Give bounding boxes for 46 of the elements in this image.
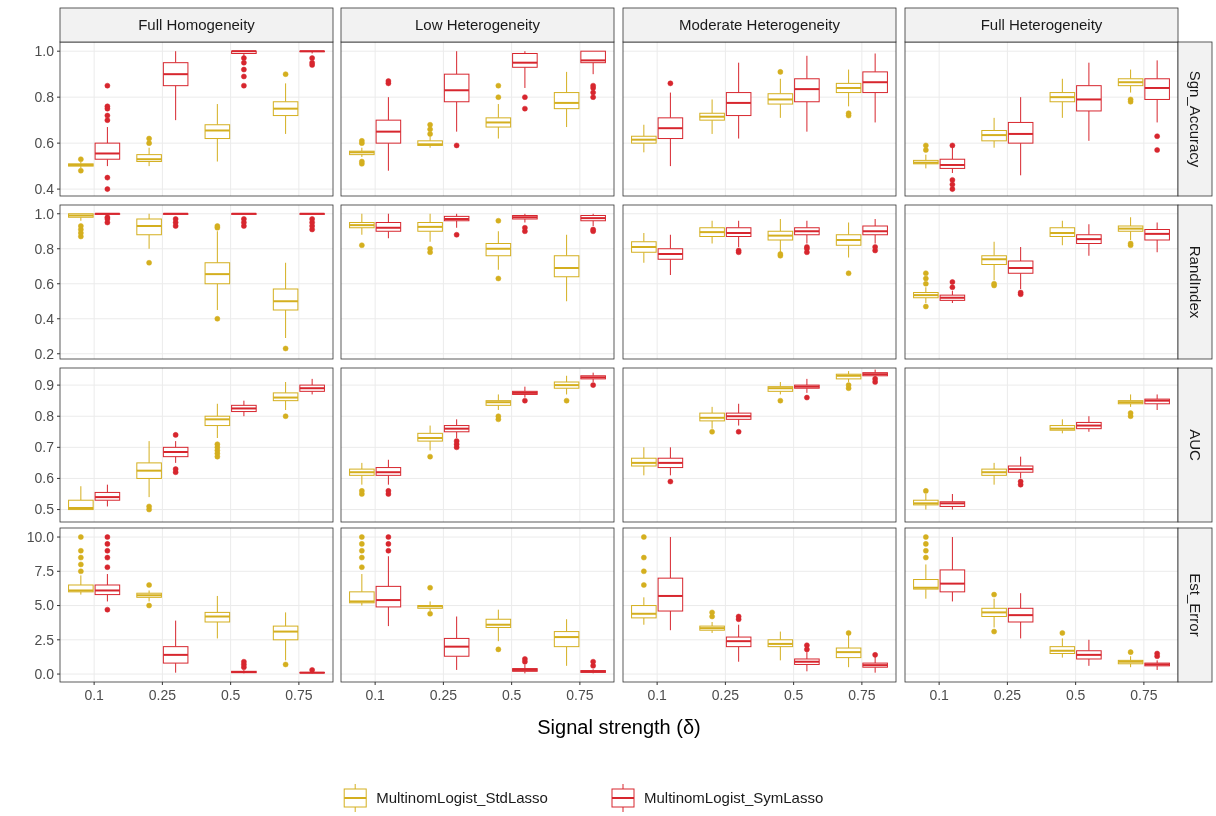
y-tick-label: 1.0 [34,205,55,222]
y-tick-label: 2.5 [34,631,55,648]
y-tick-label: 0.6 [34,470,55,487]
chart-title: Low Heterogeneity [414,16,541,34]
x-tick-label: 0.1 [84,687,105,703]
x-axis-title: Signal strength (δ) [537,716,701,738]
chart-title: Full Heterogeneity [980,16,1103,34]
x-tick-label: 0.25 [429,687,458,703]
x-tick-label: 0.25 [993,687,1022,703]
x-tick-label: 0.75 [285,687,313,703]
y-tick-label: 1.0 [34,43,55,60]
y-tick-label: 0.4 [34,310,55,327]
y-tick-label: 5.0 [34,597,55,614]
y-tick-label: 0.5 [34,501,55,518]
y-tick-label: 0.8 [34,408,55,425]
x-tick-label: 0.75 [566,687,594,703]
chart-title: Full Homogeneity [138,16,256,34]
x-tick-label: 0.25 [148,687,177,703]
x-tick-label: 0.5 [783,687,804,703]
x-tick-label: 0.5 [501,687,522,703]
y-axis-title: Est_Error [1186,573,1204,637]
x-tick-label: 0.5 [220,687,241,703]
x-tick-label: 0.75 [1130,687,1158,703]
y-tick-label: 7.5 [34,563,55,580]
y-tick-label: 0.8 [34,89,55,106]
y-axis-title: Sgn_Accuracy [1186,70,1204,168]
x-tick-label: 0.1 [647,687,668,703]
y-tick-label: 0.6 [34,275,55,292]
x-tick-label: 0.75 [848,687,876,703]
y-tick-label: 0.2 [34,345,55,362]
y-tick-label: 0.8 [34,240,55,257]
x-tick-label: 0.1 [929,687,950,703]
y-tick-label: 10.0 [26,528,55,545]
x-tick-label: 0.25 [711,687,740,703]
y-tick-label: 0.7 [34,439,55,456]
y-tick-label: 0.6 [34,135,55,152]
y-axis-title: AUC [1186,429,1204,461]
y-tick-label: 0.9 [34,377,55,394]
legend-label: MultinomLogist_SymLasso [644,789,824,807]
y-tick-label: 0.0 [34,665,55,682]
x-tick-label: 0.5 [1065,687,1086,703]
y-tick-label: 0.4 [34,181,55,197]
legend-label: MultinomLogist_StdLasso [376,789,548,807]
y-axis-title: RandIndex [1186,245,1204,319]
chart-title: Moderate Heterogeneity [679,16,841,34]
x-tick-label: 0.1 [365,687,386,703]
